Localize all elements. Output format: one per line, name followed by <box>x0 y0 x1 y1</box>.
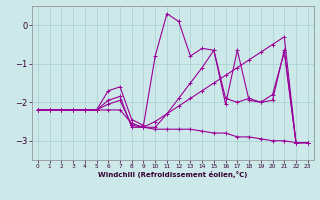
X-axis label: Windchill (Refroidissement éolien,°C): Windchill (Refroidissement éolien,°C) <box>98 171 247 178</box>
